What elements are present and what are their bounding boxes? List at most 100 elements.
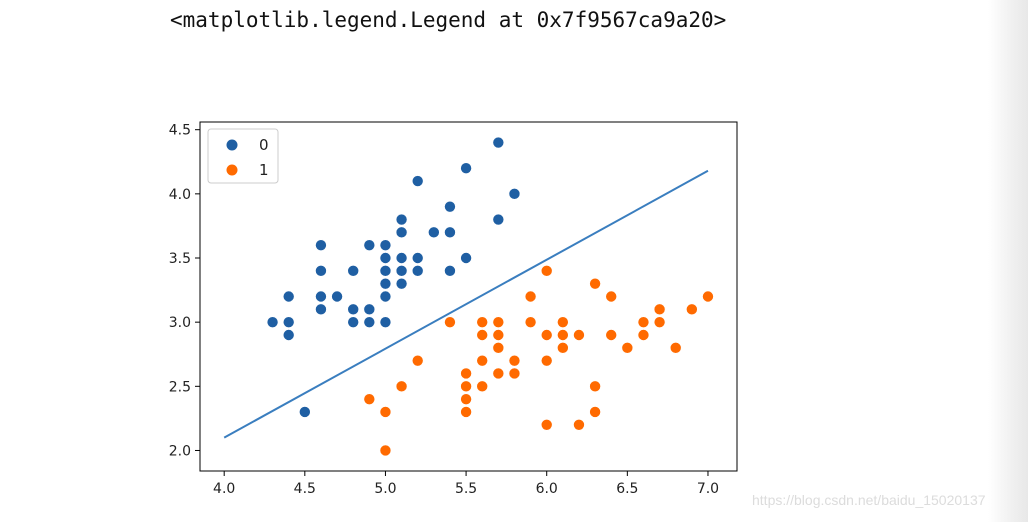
y-tick-label-4: 4.0 [169, 187, 191, 203]
point-series-1-25 [637, 316, 650, 328]
point-series-1-4 [621, 342, 634, 354]
point-series-1-35 [540, 265, 553, 277]
point-series-1-43 [379, 406, 392, 418]
point-series-1-31 [460, 393, 472, 405]
x-tick-label-2: 5.0 [374, 481, 396, 497]
point-series-1-42 [508, 367, 521, 380]
point-series-0-41 [299, 406, 311, 418]
point-series-1-34 [444, 316, 456, 328]
y-tick-label-5: 4.5 [169, 123, 191, 139]
point-series-1-46 [492, 329, 505, 341]
point-series-0-36 [460, 252, 472, 264]
point-series-0-10 [444, 226, 456, 239]
y-tick-label-0: 2.0 [169, 443, 191, 459]
point-series-1-10 [379, 444, 392, 457]
point-series-0-18 [492, 213, 505, 226]
point-series-1-41 [557, 316, 569, 328]
point-series-0-48 [428, 226, 440, 239]
point-series-0-26 [379, 265, 392, 277]
point-series-0-35 [379, 290, 392, 303]
point-series-1-23 [557, 342, 569, 354]
y-tick-label-2: 3.0 [169, 315, 191, 331]
point-series-0-45 [347, 316, 359, 328]
x-tick-label-4: 6.0 [536, 481, 558, 497]
point-series-0-17 [395, 252, 408, 264]
point-series-1-14 [476, 329, 489, 341]
watermark: https://blog.csdn.net/baidu_15020137 [752, 492, 986, 508]
axis-ticks: 4.0 4.5 5.0 5.5 6.0 6.5 7.0 2.0 2.5 3.0 3.5 4.0 4.5 [169, 123, 719, 497]
point-series-0-25 [379, 316, 392, 328]
x-tick-label-1: 4.5 [294, 481, 316, 497]
point-series-1-22 [589, 380, 601, 393]
legend-box [207, 128, 279, 184]
point-series-0-31 [444, 265, 456, 277]
point-series-1-47 [573, 329, 585, 341]
point-series-0-37 [363, 239, 376, 251]
point-series-1-6 [589, 277, 601, 290]
point-series-0-32 [411, 175, 424, 187]
legend-label-0: 0 [259, 136, 269, 154]
axes-frame [199, 121, 738, 472]
x-tick-label-5: 6.5 [616, 481, 638, 497]
point-series-0-49 [379, 277, 392, 290]
point-series-1-33 [540, 354, 553, 367]
point-series-1-8 [637, 329, 650, 341]
point-series-0-29 [331, 290, 343, 303]
point-series-0-16 [444, 200, 456, 213]
scrollbar-track[interactable] [988, 0, 1028, 522]
point-series-0-27 [411, 252, 424, 264]
point-series-0-34 [363, 303, 376, 316]
point-series-1-29 [492, 367, 505, 380]
point-series-0-8 [282, 329, 295, 341]
point-series-1-32 [508, 354, 521, 367]
point-series-0-14 [508, 188, 521, 200]
point-series-1-40 [460, 367, 472, 380]
point-series-0-21 [395, 226, 408, 239]
x-tick-label-6: 7.0 [697, 481, 719, 497]
point-series-0-22 [315, 239, 327, 251]
point-series-1-18 [573, 419, 585, 431]
point-series-0-42 [282, 290, 295, 303]
legend: 0 1 [207, 128, 279, 184]
point-series-0-23 [395, 277, 408, 290]
point-series-1-13 [557, 329, 569, 341]
point-series-0-30 [347, 303, 359, 316]
plot-marks [223, 136, 714, 457]
point-series-1-2 [686, 303, 698, 316]
point-series-1-0 [702, 290, 714, 303]
y-tick-label-1: 2.5 [169, 379, 191, 395]
point-series-0-15 [492, 136, 505, 149]
point-series-0-4 [379, 239, 392, 251]
point-series-0-47 [315, 290, 327, 303]
point-series-0-6 [315, 265, 327, 277]
point-series-1-44 [476, 354, 489, 367]
point-series-0-3 [315, 303, 327, 316]
point-series-1-11 [524, 316, 537, 328]
legend-label-1: 1 [259, 161, 269, 179]
cell-output-repr: <matplotlib.legend.Legend at 0x7f9567ca9… [170, 8, 727, 32]
point-series-1-20 [524, 290, 537, 303]
point-series-1-27 [653, 316, 666, 328]
point-series-1-36 [653, 303, 666, 316]
point-series-1-19 [476, 380, 489, 393]
point-series-1-12 [540, 419, 553, 431]
x-tick-label-3: 5.5 [455, 481, 477, 497]
point-series-1-3 [460, 406, 472, 418]
point-series-0-43 [379, 252, 392, 264]
point-series-0-46 [395, 213, 408, 226]
point-series-1-1 [605, 290, 618, 303]
decision-boundary-line [223, 169, 709, 439]
point-series-1-45 [492, 316, 505, 328]
y-tick-label-3: 3.5 [169, 251, 191, 267]
point-series-0-13 [266, 316, 279, 328]
point-series-0-28 [411, 265, 424, 277]
point-series-1-38 [476, 316, 489, 328]
point-series-1-7 [363, 393, 376, 405]
point-series-1-37 [589, 406, 601, 418]
point-series-1-48 [395, 380, 408, 393]
legend-marker-0 [226, 139, 238, 151]
point-series-0-38 [282, 316, 295, 328]
point-series-1-39 [460, 380, 472, 393]
point-series-0-33 [460, 162, 472, 174]
